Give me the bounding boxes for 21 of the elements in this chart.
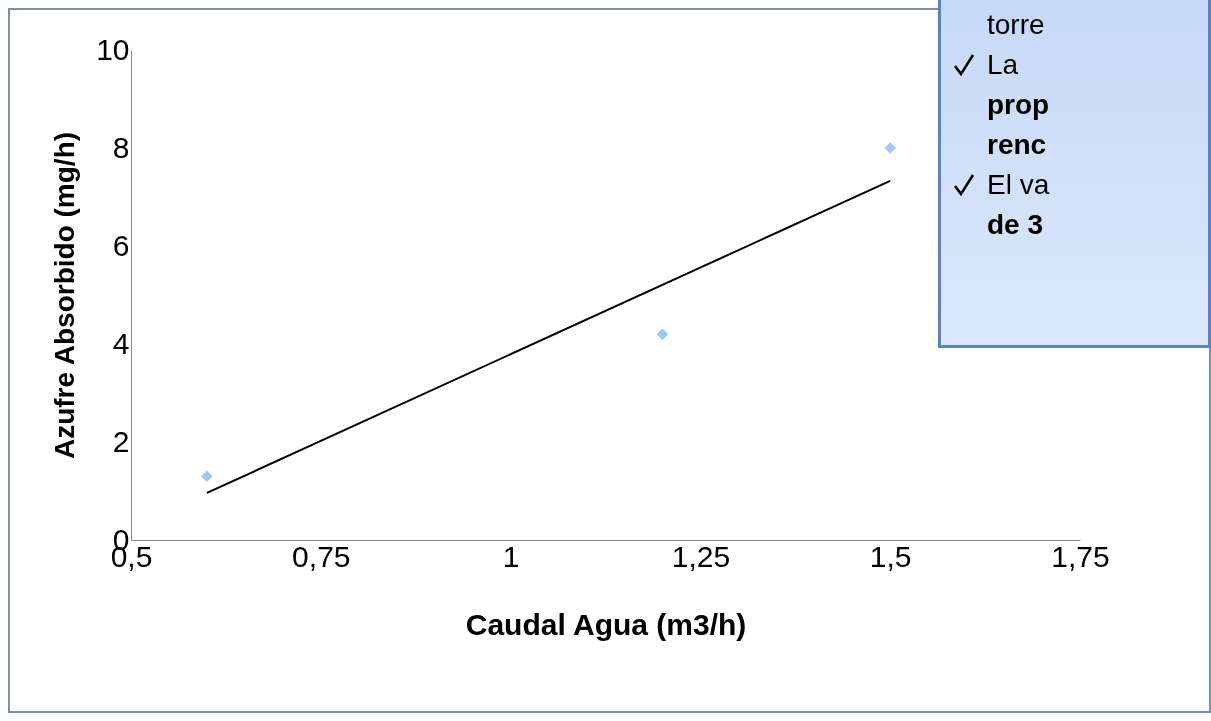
x-tick-label: 1,25	[671, 539, 731, 573]
point	[656, 328, 669, 340]
annotation: La	[986, 48, 1020, 82]
y-tick-label: 8	[112, 130, 130, 164]
y-tick-label: 4	[112, 326, 130, 360]
annotation: renc	[986, 128, 1048, 162]
x-tick-label: 1,5	[869, 539, 912, 573]
point	[201, 470, 213, 482]
annotation: El va	[986, 168, 1051, 202]
annotation: de 3	[986, 208, 1045, 242]
text: torre	[987, 9, 1045, 40]
y-tick-label: 2	[112, 424, 130, 458]
y-axis-title: Azufre Absorbido (mg/h)	[49, 131, 81, 460]
x-tick-label: 1	[502, 539, 520, 573]
x-tick-label: 0,75	[292, 539, 351, 573]
y-tick-label: 6	[112, 228, 130, 262]
y-tick-label: 10	[96, 32, 130, 66]
point	[884, 142, 896, 154]
x-tick-label: 1,75	[1051, 539, 1110, 573]
x-axis-title: Caudal Agua (m3/h)	[465, 607, 747, 641]
annotation: prop	[986, 88, 1051, 122]
